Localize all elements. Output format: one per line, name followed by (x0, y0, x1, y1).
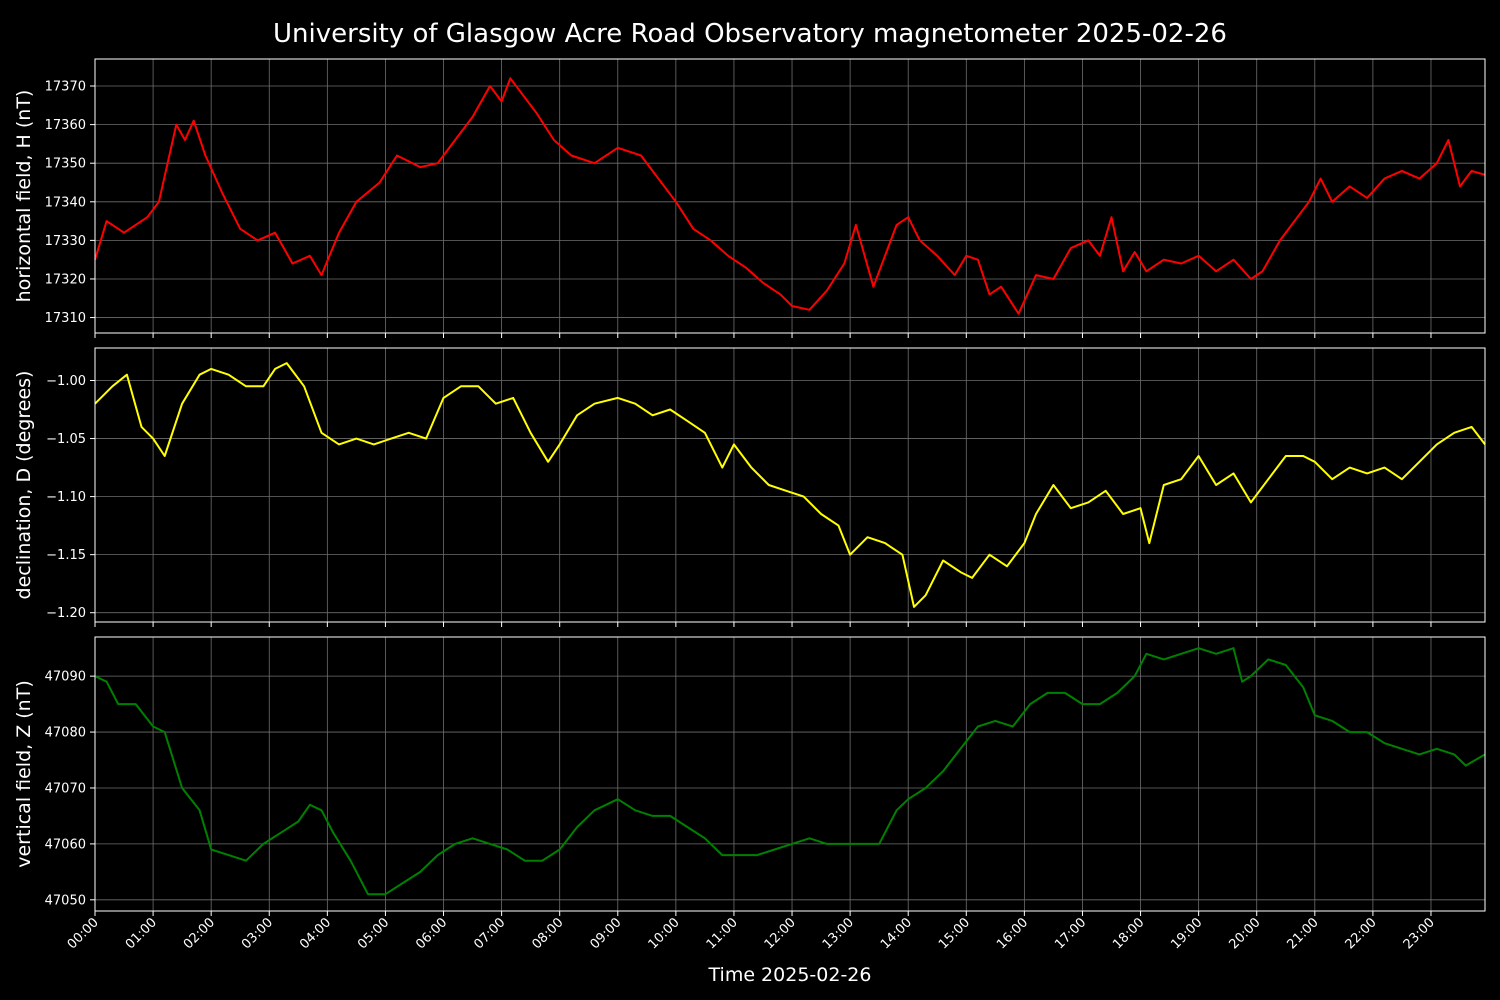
x-tick-label: 03:00 (239, 915, 276, 952)
x-tick-label: 19:00 (1168, 915, 1205, 952)
y-tick-label: 47050 (45, 893, 86, 908)
y-tick-label: 17330 (45, 234, 86, 249)
y-tick-label: 17310 (45, 311, 86, 326)
y-axis-label: horizontal field, H (nT) (13, 90, 35, 303)
y-tick-label: 47090 (45, 670, 86, 685)
x-tick-label: 16:00 (994, 915, 1031, 952)
x-tick-label: 18:00 (1110, 915, 1147, 952)
x-tick-label: 11:00 (704, 915, 741, 952)
panel-frame (94, 347, 1486, 623)
panel-Z: 47050 47060 47070 47080 47090 vertical field,… (13, 636, 1486, 952)
x-tick-label: 23:00 (1401, 915, 1438, 952)
x-tick-label: 21:00 (1285, 915, 1322, 952)
y-tick-label: 47060 (45, 837, 86, 852)
x-tick-label: 13:00 (820, 915, 857, 952)
panel-frame (94, 58, 1486, 334)
x-tick-label: 07:00 (471, 915, 508, 952)
x-tick-label: 20:00 (1226, 915, 1263, 952)
y-tick-label: −1.00 (46, 374, 86, 389)
y-tick-label: −1.15 (46, 548, 86, 563)
y-tick-label: 17370 (45, 80, 86, 95)
y-tick-label: −1.05 (46, 432, 86, 447)
y-tick-label: 17350 (45, 157, 86, 172)
x-tick-label: 10:00 (646, 915, 683, 952)
x-tick-label: 06:00 (413, 915, 450, 952)
x-tick-label: 09:00 (588, 915, 625, 952)
x-tick-label: 08:00 (529, 915, 566, 952)
series-line-Z (94, 647, 1486, 896)
x-tick-label: 15:00 (936, 915, 973, 952)
x-tick-label: 22:00 (1343, 915, 1380, 952)
panel-D: −1.20 −1.15 −1.10 −1.05 −1.00 declination, D … (13, 347, 1486, 627)
x-tick-label: 17:00 (1052, 915, 1089, 952)
y-tick-label: −1.10 (46, 490, 86, 505)
x-axis-label: Time 2025-02-26 (708, 964, 872, 986)
panel-background (95, 348, 1485, 622)
series-line-H (94, 77, 1486, 315)
y-axis-label: vertical field, Z (nT) (13, 680, 35, 868)
panel-background (95, 637, 1485, 911)
series-line-D (94, 362, 1486, 608)
x-tick-label: 12:00 (762, 915, 799, 952)
x-tick-label: 00:00 (65, 915, 102, 952)
x-tick-label: 04:00 (297, 915, 334, 952)
panel-frame (94, 636, 1486, 912)
panel-H: 17310 17320 17330 17340 17350 17360 17370 horiz… (13, 58, 1486, 338)
y-tick-label: 47080 (45, 726, 86, 741)
y-axis-label: declination, D (degrees) (13, 371, 35, 600)
y-tick-label: 47070 (45, 781, 86, 796)
y-tick-label: 17340 (45, 195, 86, 210)
x-tick-label: 14:00 (878, 915, 915, 952)
y-tick-label: −1.20 (46, 606, 86, 621)
x-tick-label: 01:00 (123, 915, 160, 952)
chart-panels: 17310 17320 17330 17340 17350 17360 17370 horiz… (13, 58, 1486, 952)
x-tick-label: 02:00 (181, 915, 218, 952)
y-tick-label: 17360 (45, 118, 86, 133)
y-tick-label: 17320 (45, 272, 86, 287)
panel-background (95, 59, 1485, 333)
x-tick-label: 05:00 (355, 915, 392, 952)
chart-title: University of Glasgow Acre Road Observat… (273, 19, 1227, 49)
